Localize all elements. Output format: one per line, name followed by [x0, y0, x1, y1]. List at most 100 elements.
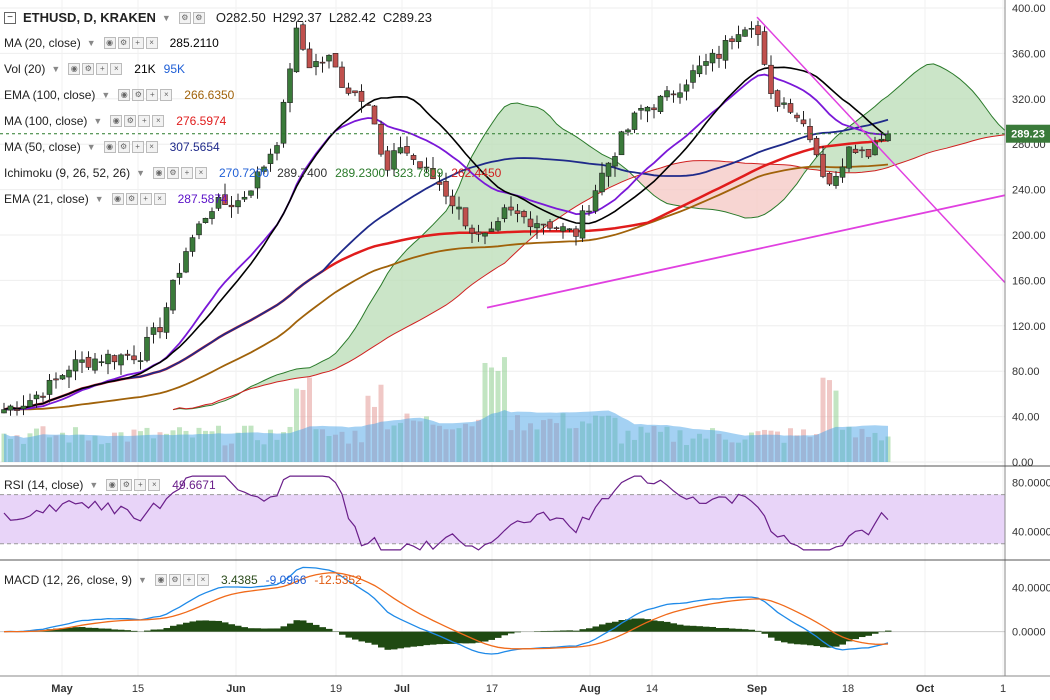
add-icon[interactable]: + — [182, 574, 195, 586]
candle-body — [326, 54, 332, 62]
macd-histogram-bar — [475, 631, 482, 643]
eye-icon[interactable]: ◉ — [110, 115, 123, 127]
gear-icon[interactable]: ⚙ — [132, 89, 145, 101]
close-icon[interactable]: × — [160, 89, 173, 101]
close-icon[interactable]: × — [145, 37, 158, 49]
gear-icon[interactable]: ⚙ — [168, 574, 181, 586]
macd-histogram-bar — [579, 629, 586, 632]
macd-controls[interactable]: ◉ ⚙ + × — [154, 574, 209, 586]
macd-histogram-bar — [404, 631, 411, 648]
candle-body — [651, 107, 657, 111]
close-icon[interactable]: × — [148, 479, 161, 491]
candle-body — [196, 223, 202, 236]
macd-histogram-bar — [787, 631, 794, 644]
add-icon[interactable]: + — [181, 167, 193, 179]
close-icon[interactable]: × — [152, 115, 165, 127]
candle-body — [358, 90, 365, 102]
candle-body — [105, 353, 111, 365]
cloud-segment — [394, 256, 401, 334]
eye-icon[interactable]: ◉ — [106, 479, 119, 491]
candle-body — [209, 211, 215, 219]
time-tick-label: Sep — [747, 683, 767, 695]
candle-body — [748, 27, 755, 30]
chevron-down-icon[interactable]: ▼ — [101, 90, 111, 100]
time-tick-label: 14 — [646, 683, 658, 695]
chevron-down-icon[interactable]: ▼ — [138, 575, 147, 585]
chevron-down-icon[interactable]: ▼ — [86, 142, 96, 152]
candle-body — [306, 48, 313, 69]
indicator-controls[interactable]: ◉ ⚙ + × — [103, 37, 158, 49]
close-icon[interactable]: × — [196, 574, 209, 586]
gear-icon[interactable]: ⚙ — [124, 115, 137, 127]
indicator-controls[interactable]: ◉ ⚙ + × — [110, 115, 165, 127]
macd-tick-label: 0.0000 — [1012, 627, 1046, 639]
cloud-segment — [277, 372, 284, 382]
cloud-segment — [407, 243, 414, 327]
add-icon[interactable]: + — [139, 193, 152, 205]
macd-histogram-bar — [553, 630, 560, 632]
eye-icon[interactable]: ◉ — [111, 193, 124, 205]
chevron-down-icon[interactable]: ▼ — [161, 12, 171, 23]
gear-icon[interactable]: ⚙ — [125, 193, 138, 205]
macd-histogram-bar — [423, 631, 430, 646]
macd-histogram-bar — [742, 629, 749, 632]
chevron-down-icon[interactable]: ▼ — [51, 64, 61, 74]
add-icon[interactable]: + — [134, 479, 147, 491]
candle-body — [157, 327, 163, 333]
volume-bar — [300, 389, 306, 462]
macd-histogram-bar — [813, 631, 820, 647]
chevron-down-icon[interactable]: ▼ — [94, 194, 104, 204]
indicator-controls[interactable]: ◉ ⚙ + × — [111, 193, 166, 205]
add-icon[interactable]: + — [146, 89, 159, 101]
eye-icon[interactable]: ◉ — [153, 167, 165, 179]
indicator-controls[interactable]: ◉ ⚙ + × — [103, 141, 158, 153]
macd-histogram-bar — [163, 628, 170, 632]
gear-icon[interactable]: ⚙ — [117, 37, 130, 49]
add-icon[interactable]: + — [131, 37, 144, 49]
cloud-segment — [894, 84, 901, 165]
rsi-label: RSI (14, close) — [4, 478, 84, 492]
chevron-down-icon[interactable]: ▼ — [86, 38, 96, 48]
gear-icon[interactable]: ⚙ — [192, 11, 205, 24]
candle-body — [508, 206, 514, 211]
candle-body — [495, 221, 501, 231]
cloud-segment — [732, 162, 739, 216]
chevron-down-icon[interactable]: ▼ — [93, 116, 103, 126]
eye-icon[interactable]: ◉ — [154, 574, 167, 586]
candle-body — [241, 196, 248, 200]
eye-icon[interactable]: ◉ — [103, 37, 116, 49]
gear-icon[interactable]: ⚙ — [117, 141, 130, 153]
chevron-down-icon[interactable]: ▼ — [136, 168, 145, 178]
volume-bar — [482, 362, 488, 462]
macd-histogram-bar — [358, 631, 365, 642]
eye-icon[interactable]: ◉ — [68, 63, 81, 75]
close-icon[interactable]: × — [110, 63, 123, 75]
cloud-segment — [875, 100, 882, 171]
gear-icon[interactable]: ⚙ — [120, 479, 133, 491]
gear-icon[interactable]: ⚙ — [167, 167, 179, 179]
rsi-line — [3, 475, 889, 551]
collapse-icon[interactable]: − — [4, 11, 16, 24]
close-icon[interactable]: × — [145, 141, 158, 153]
cloud-segment — [491, 114, 498, 272]
chevron-down-icon[interactable]: ▼ — [89, 480, 99, 490]
add-icon[interactable]: + — [138, 115, 151, 127]
settings-icon[interactable]: ⚙ — [178, 11, 191, 24]
add-icon[interactable]: + — [96, 63, 109, 75]
legend-controls[interactable]: ⚙ ⚙ — [178, 11, 205, 24]
cloud-segment — [771, 164, 778, 211]
indicator-controls[interactable]: ◉ ⚙ + × — [118, 89, 173, 101]
indicator-label: EMA (100, close) — [4, 88, 96, 102]
cloud-segment — [764, 164, 771, 215]
gear-icon[interactable]: ⚙ — [82, 63, 95, 75]
cloud-segment — [680, 161, 687, 208]
cloud-segment — [264, 377, 271, 386]
eye-icon[interactable]: ◉ — [118, 89, 131, 101]
indicator-controls[interactable]: ◉ ⚙ + × — [68, 63, 123, 75]
close-icon[interactable]: × — [195, 167, 207, 179]
indicator-controls[interactable]: ◉ ⚙ + × — [153, 167, 207, 179]
eye-icon[interactable]: ◉ — [103, 141, 116, 153]
close-icon[interactable]: × — [153, 193, 166, 205]
add-icon[interactable]: + — [131, 141, 144, 153]
rsi-controls[interactable]: ◉ ⚙ + × — [106, 479, 161, 491]
